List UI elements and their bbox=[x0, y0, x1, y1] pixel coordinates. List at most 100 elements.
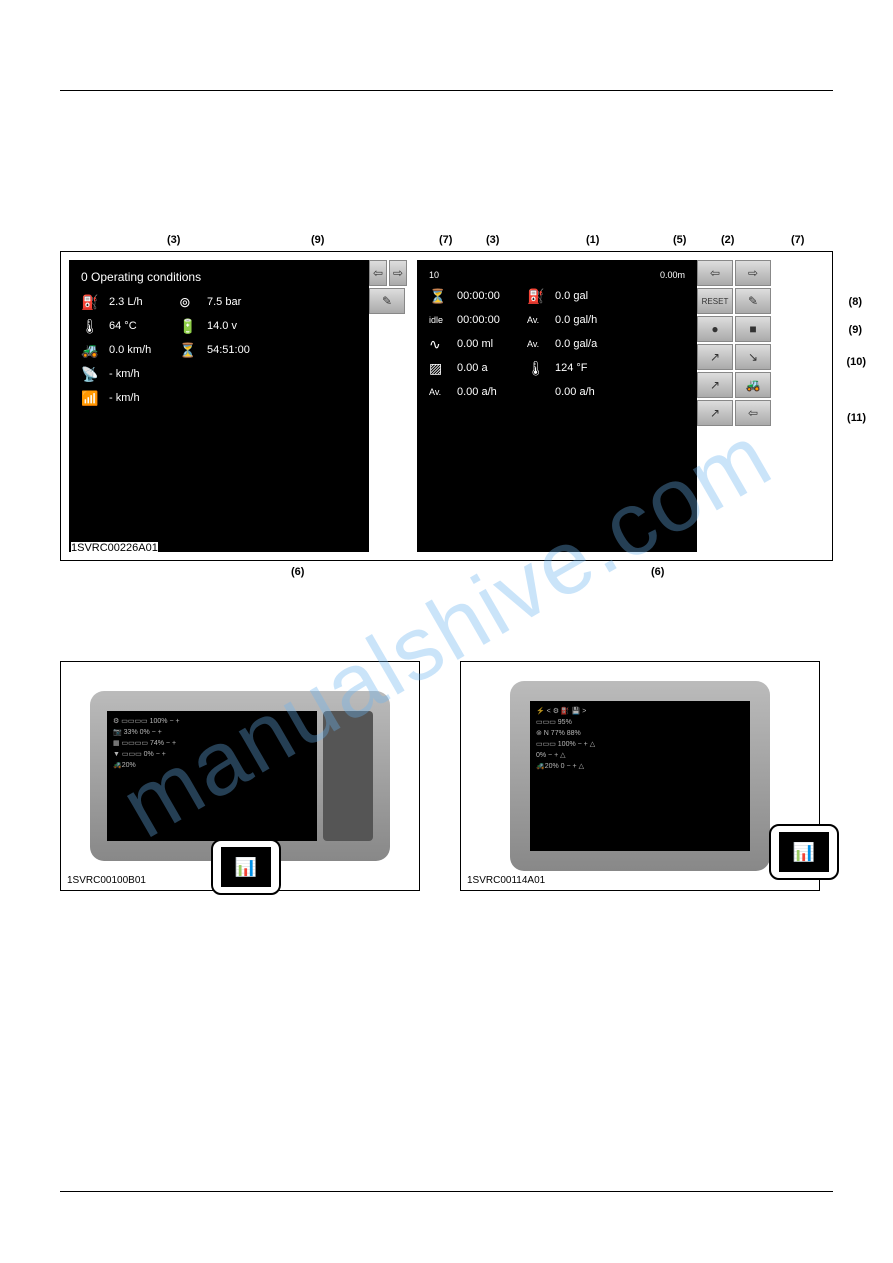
zoom-callout: 📊 bbox=[211, 839, 281, 895]
screen-line: 📷 33% 0% − + bbox=[113, 728, 311, 736]
data-row: idle 00:00:00 Av. 0.0 gal/h bbox=[429, 308, 685, 332]
area-icon: ▨ bbox=[429, 360, 457, 377]
screen-line: ▭▭▭ 100% − + △ bbox=[536, 740, 744, 748]
pressure-value: 7.5 bar bbox=[207, 296, 277, 308]
document-page: (3) (9) (7) (3) (1) (5) (2) (7) (8) (9) … bbox=[0, 0, 893, 1232]
fuel-rate-value: 2.3 L/h bbox=[109, 296, 179, 308]
temp-icon: 🌡 bbox=[81, 318, 109, 335]
callout-6b: (6) bbox=[651, 566, 664, 578]
callout-9: (9) bbox=[311, 234, 324, 246]
speed-icon: 🚜 bbox=[81, 342, 109, 359]
data-row: Av. 0.00 a/h 0.00 a/h bbox=[429, 380, 685, 404]
callout-8: (8) bbox=[849, 296, 862, 308]
area-value: 0.00 a bbox=[457, 362, 527, 374]
avg-fuel-value: 0.0 gal/h bbox=[555, 314, 625, 326]
callout-2: (2) bbox=[721, 234, 734, 246]
figure-2: ⚙ ▭▭▭▭ 100% − + 📷 33% 0% − + ▦ ▭▭▭▭ 74% … bbox=[60, 661, 420, 891]
zoom-callout: 📊 bbox=[769, 824, 839, 880]
battery-value: 14.0 v bbox=[207, 320, 277, 332]
screen-line: ▭▭▭ 95% bbox=[536, 718, 744, 726]
temp-value: 64 °C bbox=[109, 320, 179, 332]
tractor-button-2[interactable]: 🚜 bbox=[735, 372, 771, 398]
screen-line: ⊚ N 77% 88% bbox=[536, 729, 744, 737]
screen-line: 🚜20% bbox=[113, 761, 311, 769]
next-button[interactable]: ⇨ bbox=[389, 260, 407, 286]
data-row: 📡 - km/h bbox=[81, 362, 357, 386]
fuel-icon: ⛽ bbox=[527, 288, 555, 305]
fuel-rate-icon: ⛽ bbox=[81, 294, 109, 311]
screen-operating-conditions: 0 Operating conditions ⛽ 2.3 L/h ⊚ 7.5 b… bbox=[69, 260, 369, 552]
callout-7b: (7) bbox=[791, 234, 804, 246]
area-rate-value: 0.00 a/h bbox=[457, 386, 527, 398]
fuel-per-area-icon: Av. bbox=[527, 339, 555, 349]
screen-line: ▼ ▭▭▭ 0% − + bbox=[113, 750, 311, 758]
next-button[interactable]: ⇨ bbox=[735, 260, 771, 286]
screen-line: 🚜20% 0 − + △ bbox=[536, 762, 744, 770]
callout-11: (11) bbox=[847, 412, 866, 424]
hours-value: 54:51:00 bbox=[207, 344, 277, 356]
record-button[interactable]: ● bbox=[697, 316, 733, 342]
hourglass-icon: ⏳ bbox=[179, 342, 207, 359]
divider-bottom bbox=[60, 1191, 833, 1192]
callout-6: (6) bbox=[291, 566, 304, 578]
callout-9b: (9) bbox=[849, 324, 862, 336]
divider-top bbox=[60, 90, 833, 91]
pressure-icon: ⊚ bbox=[179, 294, 207, 311]
idle-icon: idle bbox=[429, 315, 457, 325]
implement-down-button[interactable]: ↘ bbox=[735, 344, 771, 370]
edit-button[interactable]: ✎ bbox=[735, 288, 771, 314]
figure-caption: 1SVRC00226A01 bbox=[71, 542, 158, 554]
device-2: ⚡ < ⚙ ⛽ 💾 > ▭▭▭ 95% ⊚ N 77% 88% ▭▭▭ 100%… bbox=[510, 681, 770, 871]
data-row: ⏳ 00:00:00 ⛽ 0.0 gal bbox=[429, 284, 685, 308]
dashboard-icon: 📊 bbox=[221, 847, 271, 887]
dashboard-icon: 📊 bbox=[779, 832, 829, 872]
radar-icon: 📶 bbox=[81, 390, 109, 407]
data-row: 🚜 0.0 km/h ⏳ 54:51:00 bbox=[81, 338, 357, 362]
data-row: ▨ 0.00 a 🌡 124 °F bbox=[429, 356, 685, 380]
screen-trip-statistics: 10 0.00m ⏳ 00:00:00 ⛽ 0.0 gal idle 00:00… bbox=[417, 260, 697, 552]
tractor-button[interactable]: ↗ bbox=[697, 372, 733, 398]
implement-up-button[interactable]: ↗ bbox=[697, 344, 733, 370]
prev-button[interactable]: ⇦ bbox=[697, 260, 733, 286]
header-left: 10 bbox=[429, 270, 439, 280]
button-column-left: ⇦ ⇨ ✎ bbox=[369, 260, 409, 552]
screen-title: 0 Operating conditions bbox=[81, 270, 357, 284]
fuel-per-area-value: 0.0 gal/a bbox=[555, 338, 625, 350]
photo-row: ⚙ ▭▭▭▭ 100% − + 📷 33% 0% − + ▦ ▭▭▭▭ 74% … bbox=[60, 661, 833, 891]
callout-5: (5) bbox=[673, 234, 686, 246]
distance-icon: ∿ bbox=[429, 336, 457, 353]
screen-line: ⚙ ▭▭▭▭ 100% − + bbox=[113, 717, 311, 725]
distance-value: 0.00 ml bbox=[457, 338, 527, 350]
time-icon: ⏳ bbox=[429, 288, 457, 305]
radar-value: - km/h bbox=[109, 392, 179, 404]
data-row: 🌡 64 °C 🔋 14.0 v bbox=[81, 314, 357, 338]
idle-value: 00:00:00 bbox=[457, 314, 527, 326]
gps-value: - km/h bbox=[109, 368, 179, 380]
figure-caption: 1SVRC00100B01 bbox=[67, 875, 146, 886]
header-right: 0.00m bbox=[660, 270, 685, 280]
data-row: ∿ 0.00 ml Av. 0.0 gal/a bbox=[429, 332, 685, 356]
device-screen: ⚙ ▭▭▭▭ 100% − + 📷 33% 0% − + ▦ ▭▭▭▭ 74% … bbox=[107, 711, 317, 841]
prev-button[interactable]: ⇦ bbox=[369, 260, 387, 286]
callout-3b: (3) bbox=[486, 234, 499, 246]
figure-3: ⚡ < ⚙ ⛽ 💾 > ▭▭▭ 95% ⊚ N 77% 88% ▭▭▭ 100%… bbox=[460, 661, 820, 891]
button-column-right: ⇦ ⇨ RESET ✎ ● ■ ↗ ↘ bbox=[697, 260, 777, 552]
device-1: ⚙ ▭▭▭▭ 100% − + 📷 33% 0% − + ▦ ▭▭▭▭ 74% … bbox=[90, 691, 390, 861]
back-button[interactable]: ⇦ bbox=[735, 400, 771, 426]
temp2-value: 124 °F bbox=[555, 362, 625, 374]
callout-10: (10) bbox=[846, 356, 866, 368]
reset-button[interactable]: RESET bbox=[697, 288, 733, 314]
data-row: 📶 - km/h bbox=[81, 386, 357, 410]
stop-button[interactable]: ■ bbox=[735, 316, 771, 342]
fuel-value: 0.0 gal bbox=[555, 290, 625, 302]
edit-button[interactable]: ✎ bbox=[369, 288, 405, 314]
temp2-icon: 🌡 bbox=[527, 360, 555, 377]
data-row: ⛽ 2.3 L/h ⊚ 7.5 bar bbox=[81, 290, 357, 314]
battery-icon: 🔋 bbox=[179, 318, 207, 335]
mode-button[interactable]: ↗ bbox=[697, 400, 733, 426]
area-rate-icon: Av. bbox=[429, 387, 457, 397]
callout-7: (7) bbox=[439, 234, 452, 246]
screen-line: ⚡ < ⚙ ⛽ 💾 > bbox=[536, 707, 744, 715]
title-text: Operating conditions bbox=[91, 270, 201, 284]
figure-1: (3) (9) (7) (3) (1) (5) (2) (7) (8) (9) … bbox=[60, 251, 833, 561]
